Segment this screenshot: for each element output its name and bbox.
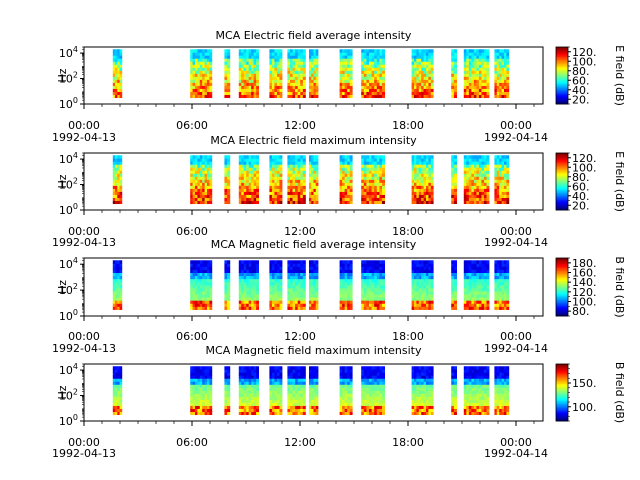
panel-title: MCA Magnetic field maximum intensity [206,344,422,357]
colorbar-label: B field (dB) [613,256,626,317]
colorbar: 80.100.120.140.160.180. B field (dB) [555,256,626,318]
x-tick-label: 00:00 [500,119,532,132]
x-tick-label: 18:00 [392,119,424,132]
colorbar-tick-label: 120. [572,152,597,165]
y-tick-label: 104 [59,362,78,377]
colorbar-tick-label: 100. [572,161,597,174]
panel-3: MCA Magnetic field average intensity 100 1… [52,238,626,355]
y-tick-label: 102 [59,71,78,86]
colorbar-tick-label: 80. [572,65,590,78]
x-tick-label: 00:00 [68,119,100,132]
x-tick-label: 06:00 [176,225,208,238]
y-axis-label: Hz [56,68,69,82]
y-tick-label: 100 [59,202,78,217]
colorbar-label: E field (dB) [613,151,626,212]
colorbar-tick-label: 100. [572,401,597,414]
panel-title: MCA Electric field maximum intensity [210,134,417,147]
colorbar-tick-label: 120. [572,46,597,59]
y-tick-label: 102 [59,177,78,192]
y-tick-label: 100 [59,413,78,428]
y-tick-label: 100 [59,308,78,323]
x-date-label: 1992-04-14 [484,131,548,144]
x-tick-label: 00:00 [68,225,100,238]
plot-frame [83,46,544,105]
colorbar-tick-label: 20. [572,199,590,212]
x-tick-label: 12:00 [284,119,316,132]
x-tick-label: 06:00 [176,436,208,449]
x-tick-label: 00:00 [500,436,532,449]
x-date-label: 1992-04-14 [484,342,548,355]
plot-frame [83,363,544,422]
colorbar-tick-label: 60. [572,180,590,193]
x-date-label: 1992-04-13 [52,131,116,144]
colorbar-tick-label: 80. [572,171,590,184]
x-tick-label: 12:00 [284,436,316,449]
y-tick-label: 100 [59,96,78,111]
panel-4: MCA Magnetic field maximum intensity 100 1… [52,344,626,460]
panel-title: MCA Magnetic field average intensity [211,238,417,251]
x-date-label: 1992-04-14 [484,447,548,460]
colorbar-tick-label: 40. [572,84,590,97]
spectrogram [112,366,510,416]
y-axis-label: Hz [56,280,69,294]
x-tick-label: 00:00 [500,330,532,343]
panel-title: MCA Electric field average intensity [216,29,412,42]
x-tick-label: 18:00 [392,436,424,449]
x-date-label: 1992-04-14 [484,236,548,249]
colorbar-tick-label: 120. [572,286,597,299]
x-tick-label: 18:00 [392,225,424,238]
y-tick-label: 104 [59,45,78,60]
colorbar-tick-label: 20. [572,93,590,106]
colorbar-tick-label: 160. [572,267,597,280]
x-date-label: 1992-04-13 [52,447,116,460]
y-axis-label: Hz [56,385,69,399]
colorbar: 100. 150. B field (dB) [555,362,626,423]
x-tick-label: 00:00 [500,225,532,238]
x-tick-label: 00:00 [68,436,100,449]
panel-1: MCA Electric field average intensity 100 1… [52,29,626,144]
colorbar-tick-label: 60. [572,74,590,87]
spectrogram [112,49,510,99]
colorbar-tick-label: 150. [572,377,597,390]
plot-frame [83,257,544,317]
x-date-label: 1992-04-13 [52,342,116,355]
colorbar-tick-label: 100. [572,296,597,309]
colorbar-tick-label: 80. [572,305,590,318]
plot-frame [83,152,544,211]
x-tick-label: 06:00 [176,119,208,132]
panel-2: MCA Electric field maximum intensity 100 1… [52,134,626,249]
x-date-label: 1992-04-13 [52,236,116,249]
spectrogram [112,155,510,205]
x-tick-label: 00:00 [68,330,100,343]
y-axis-label: Hz [56,174,69,188]
x-tick-label: 18:00 [392,330,424,343]
colorbar: 20.40.60.80.100.120. E field (dB) [555,151,626,212]
colorbar-tick-label: 140. [572,276,597,289]
colorbar-label: E field (dB) [613,45,626,106]
colorbar-label: B field (dB) [613,362,626,423]
spectrogram [112,260,510,310]
colorbar-tick-label: 40. [572,190,590,203]
y-tick-label: 104 [59,256,78,271]
x-tick-label: 06:00 [176,330,208,343]
colorbar-tick-label: 100. [572,55,597,68]
x-tick-label: 12:00 [284,330,316,343]
y-tick-label: 104 [59,151,78,166]
colorbar: 20.40.60.80.100.120. E field (dB) [555,45,626,106]
y-tick-label: 102 [59,282,78,297]
x-tick-label: 12:00 [284,225,316,238]
y-tick-label: 102 [59,388,78,403]
colorbar-tick-label: 180. [572,257,597,270]
